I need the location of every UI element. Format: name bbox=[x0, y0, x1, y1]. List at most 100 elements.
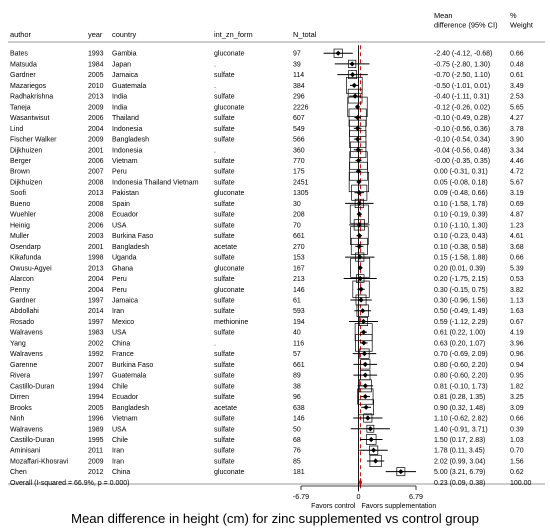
study-row: Garenne 2007 Burkina Faso sulfate 661 0.80 (-… bbox=[10, 359, 524, 370]
study-n: 638 bbox=[293, 405, 305, 412]
study-ci-text: 0.30 (-0.15, 0.75) bbox=[434, 287, 488, 294]
study-weight: 0.69 bbox=[510, 201, 524, 208]
study-form: . bbox=[214, 147, 216, 154]
header-effect: Mean difference (95% CI) bbox=[434, 11, 498, 30]
study-author: Garenne bbox=[10, 362, 37, 369]
study-ci-text: 0.10 (-0.23, 0.43) bbox=[434, 233, 488, 240]
study-ci-text: -0.50 (-1.01, 0.01) bbox=[434, 83, 490, 90]
study-year: 1993 bbox=[88, 51, 104, 58]
study-ci-text: 0.10 (-1.10, 1.30) bbox=[434, 222, 488, 229]
study-year: 1983 bbox=[88, 330, 104, 337]
study-row: Soofi 2013 Pakistan gluconate 1305 0.09 (-0.4… bbox=[10, 184, 524, 201]
overall-weight: 100.00 bbox=[510, 480, 532, 487]
study-author: Osendarp bbox=[10, 244, 41, 251]
study-point bbox=[355, 125, 361, 131]
study-country: Iran bbox=[112, 308, 124, 315]
study-year: 2008 bbox=[88, 201, 104, 208]
study-point bbox=[355, 147, 361, 153]
study-n: 296 bbox=[293, 94, 305, 101]
study-ci-text: 0.00 (-0.31, 0.31) bbox=[434, 169, 488, 176]
study-point bbox=[354, 104, 361, 110]
header-weight: % Weight bbox=[510, 11, 533, 30]
study-weight: 2.53 bbox=[510, 94, 524, 101]
study-year: 1997 bbox=[88, 319, 104, 326]
study-point bbox=[349, 72, 356, 78]
study-row: Penny 2004 Peru gluconate 146 0.30 (-0.15, 0.… bbox=[10, 280, 524, 298]
study-country: Chile bbox=[112, 437, 128, 444]
study-country: Iran bbox=[112, 448, 124, 455]
study-row: Chen 2012 China gluconate 181 5.00 (3.21, 6.7… bbox=[10, 467, 524, 476]
study-point bbox=[367, 426, 373, 432]
study-country: Ghana bbox=[112, 265, 133, 272]
study-country: USA bbox=[112, 330, 127, 337]
study-author: Muller bbox=[10, 233, 30, 240]
study-year: 1994 bbox=[88, 383, 104, 390]
study-weight: 1.13 bbox=[510, 297, 524, 304]
study-year: 2009 bbox=[88, 104, 104, 111]
study-form: sulfate bbox=[214, 426, 235, 433]
study-ci-text: -0.70 (-2.50, 1.10) bbox=[434, 72, 490, 79]
study-row: Mazariegos 2010 Guatemala. 384 -0.50 (-1.01,… bbox=[10, 77, 524, 94]
study-country: France bbox=[112, 351, 134, 358]
study-form: sulfate bbox=[214, 201, 235, 208]
study-year: 2004 bbox=[88, 287, 104, 294]
study-n: 30 bbox=[293, 201, 301, 208]
study-ci-text: 0.05 (-0.08, 0.18) bbox=[434, 179, 488, 186]
study-weight: 1.03 bbox=[510, 437, 524, 444]
study-country: Uganda bbox=[112, 255, 137, 262]
study-country: Spain bbox=[112, 201, 130, 208]
study-country: Bangladesh bbox=[112, 405, 149, 412]
study-form: sulfate bbox=[214, 362, 235, 369]
study-ci-text: 1.10 (-0.62, 2.82) bbox=[434, 416, 488, 423]
x-axis-title: Mean difference in height (cm) for zinc … bbox=[70, 511, 480, 526]
favors-right-label: Favors supplementation bbox=[362, 503, 437, 510]
study-form: gluconate bbox=[214, 190, 244, 197]
study-form: gluconate bbox=[214, 104, 244, 111]
study-year: 1996 bbox=[88, 416, 104, 423]
study-weight: 4.87 bbox=[510, 212, 524, 219]
study-country: Bangladesh bbox=[112, 137, 149, 144]
study-ci-text: 2.02 (0.99, 3.04) bbox=[434, 458, 485, 465]
study-form: sulfate bbox=[214, 437, 235, 444]
study-row: Muller 2003 Burkina Faso sulfate 661 0.10 (-0… bbox=[10, 226, 524, 245]
study-author: Taneja bbox=[10, 104, 31, 111]
study-author: Heinig bbox=[10, 222, 30, 229]
study-ci-text: 0.59 (-1.12, 2.29) bbox=[434, 319, 488, 326]
study-weight: 1.82 bbox=[510, 383, 524, 390]
study-author: Castillo-Duran bbox=[10, 383, 54, 390]
study-point bbox=[357, 254, 363, 260]
study-author: Walravens bbox=[10, 426, 43, 433]
study-row: Bates 1993 Gambia gluconate 97 -2.40 (-4.12, … bbox=[10, 48, 524, 58]
study-country: Indonesia Thailand Vietnam bbox=[112, 179, 199, 186]
study-weight: 1.63 bbox=[510, 308, 524, 315]
study-country: Chile bbox=[112, 383, 128, 390]
study-country: Burkina Faso bbox=[112, 362, 153, 369]
study-form: sulfate bbox=[214, 94, 235, 101]
study-n: 97 bbox=[293, 51, 301, 58]
study-ci-text: -0.40 (-1.11, 0.31) bbox=[434, 94, 490, 101]
study-row: Rosado 1997 Mexico methionine 194 0.59 (-1.12… bbox=[10, 316, 524, 326]
study-form: sulfate bbox=[214, 137, 235, 144]
study-year: 1997 bbox=[88, 373, 104, 380]
study-weight: 4.27 bbox=[510, 115, 524, 122]
study-weight: 0.39 bbox=[510, 426, 524, 433]
study-country: Indonesia bbox=[112, 126, 142, 133]
study-row: Osendarp 2001 Bangladesh acetate 270 0.10 (-0… bbox=[10, 237, 524, 255]
study-ci-text: 0.10 (-0.38, 0.58) bbox=[434, 244, 488, 251]
study-point bbox=[362, 361, 368, 367]
study-weight: 4.46 bbox=[510, 158, 524, 165]
study-row: Abdollahi 2014 Iran sulfate 593 0.50 (-0.49, … bbox=[10, 304, 524, 317]
study-point bbox=[335, 50, 341, 56]
study-point bbox=[358, 297, 364, 303]
study-point bbox=[356, 190, 362, 196]
study-n: 40 bbox=[293, 330, 301, 337]
study-form: . bbox=[214, 83, 216, 90]
study-ci-text: 0.81 (0.28, 1.35) bbox=[434, 394, 485, 401]
x-tick-label: 0 bbox=[357, 492, 361, 501]
study-ci-text: 0.63 (0.20, 1.07) bbox=[434, 340, 485, 347]
study-n: 61 bbox=[293, 297, 301, 304]
study-form: gluconate bbox=[214, 287, 244, 294]
header-form: int_zn_form bbox=[214, 30, 253, 39]
study-year: 2004 bbox=[88, 126, 104, 133]
study-form: sulfate bbox=[214, 212, 235, 219]
